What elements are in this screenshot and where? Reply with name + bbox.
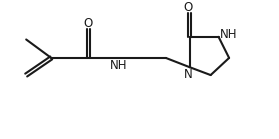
Text: O: O <box>184 1 193 14</box>
Text: NH: NH <box>220 28 237 41</box>
Text: O: O <box>83 17 93 30</box>
Text: NH: NH <box>110 59 127 72</box>
Text: N: N <box>184 68 193 81</box>
